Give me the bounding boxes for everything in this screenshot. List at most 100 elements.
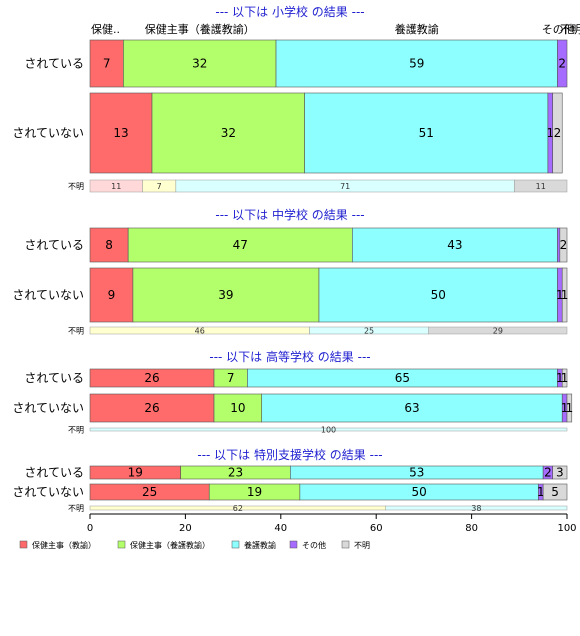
unknown-bar-segment <box>428 326 568 335</box>
value-label: 50 <box>411 485 426 499</box>
legend-label: 不明 <box>354 541 370 550</box>
x-tick-label: 40 <box>274 523 287 534</box>
value-label: 19 <box>247 485 262 499</box>
value-label: 10 <box>230 401 245 415</box>
unknown-value-label: 25 <box>364 327 374 336</box>
value-label: 65 <box>395 371 410 385</box>
bar-segment <box>557 39 568 88</box>
legend-swatch <box>341 540 350 549</box>
legend-label: 保健主事（養護教諭） <box>130 540 210 550</box>
unknown-bar-segment <box>514 179 568 193</box>
bar-segment <box>132 267 320 323</box>
value-label: 32 <box>221 126 236 140</box>
unknown-row-label: 不明 <box>68 327 84 336</box>
section-title: --- 以下は 小学校 の結果 --- <box>215 4 364 19</box>
value-label: 53 <box>409 466 424 480</box>
value-label: 39 <box>218 288 233 302</box>
row-label: されていない <box>12 401 84 415</box>
section-title: --- 以下は 中学校 の結果 --- <box>215 207 364 222</box>
row-label: されている <box>24 57 84 71</box>
value-label: 1 <box>561 371 569 385</box>
value-label: 47 <box>233 238 248 252</box>
row-label: されている <box>24 371 84 385</box>
unknown-value-label: 100 <box>321 426 336 435</box>
unknown-value-label: 11 <box>536 182 546 191</box>
legend-swatch <box>117 540 126 549</box>
value-label: 1 <box>546 126 554 140</box>
bar-segment <box>261 393 563 423</box>
value-label: 8 <box>105 238 113 252</box>
unknown-value-label: 38 <box>471 504 481 513</box>
bar-segment <box>561 267 568 323</box>
bar-segment <box>561 368 568 388</box>
value-label: 26 <box>144 401 159 415</box>
unknown-value-label: 46 <box>195 327 205 336</box>
unknown-bar-segment <box>89 427 568 432</box>
bar-segment <box>123 39 277 88</box>
row-label: されていない <box>12 126 84 140</box>
bar-segment <box>552 465 568 480</box>
value-label: 43 <box>447 238 462 252</box>
bar-segment <box>559 227 568 263</box>
row-label: されている <box>24 466 84 480</box>
bar-segment <box>89 393 215 423</box>
legend-label: 養護教諭 <box>244 540 276 550</box>
value-label: 9 <box>108 288 116 302</box>
value-label: 2 <box>558 57 566 71</box>
value-label: 59 <box>409 57 424 71</box>
unknown-value-label: 62 <box>233 504 243 513</box>
bar-segment <box>552 92 563 174</box>
legend-label: 保健主事（教諭） <box>32 540 96 550</box>
x-tick-label: 20 <box>179 523 192 534</box>
legend-swatch <box>19 540 28 549</box>
value-label: 51 <box>419 126 434 140</box>
bar-segment <box>89 92 153 174</box>
value-label: 3 <box>556 466 564 480</box>
section-title: --- 以下は 高等学校 の結果 --- <box>209 349 370 364</box>
legend-swatch <box>231 540 240 549</box>
top-category-label: 不明 <box>560 23 580 36</box>
row-label: されている <box>24 238 84 252</box>
value-label: 2 <box>544 466 552 480</box>
x-tick-label: 100 <box>557 523 576 534</box>
x-tick-label: 0 <box>87 523 93 534</box>
unknown-row-label: 不明 <box>68 182 84 191</box>
value-label: 1 <box>561 401 569 415</box>
legend-label: その他 <box>302 540 326 550</box>
bar-segment <box>213 393 263 423</box>
value-label: 26 <box>144 371 159 385</box>
row-label: されていない <box>12 485 84 499</box>
value-label: 5 <box>551 485 559 499</box>
value-label: 32 <box>192 57 207 71</box>
top-category-label: その他 <box>542 23 575 36</box>
value-label: 23 <box>228 466 243 480</box>
bar-segment <box>89 267 134 323</box>
value-label: 1 <box>561 288 569 302</box>
value-label: 1 <box>556 288 564 302</box>
bar-segment <box>151 92 305 174</box>
value-label: 7 <box>103 57 111 71</box>
value-label: 63 <box>404 401 419 415</box>
bar-segment <box>318 267 558 323</box>
bar-segment <box>352 227 558 263</box>
bar-segment <box>127 227 353 263</box>
value-label: 1 <box>566 401 574 415</box>
bar-segment <box>542 483 568 501</box>
value-label: 2 <box>560 238 568 252</box>
value-label: 25 <box>142 485 157 499</box>
top-category-label: 養護教諭 <box>395 22 439 36</box>
unknown-value-label: 71 <box>340 182 350 191</box>
value-label: 7 <box>227 371 235 385</box>
x-tick-label: 60 <box>370 523 383 534</box>
unknown-value-label: 7 <box>157 182 162 191</box>
value-label: 1 <box>537 485 545 499</box>
unknown-row-label: 不明 <box>68 504 84 513</box>
value-label: 2 <box>554 126 562 140</box>
unknown-row-label: 不明 <box>68 426 84 435</box>
unknown-bar-segment <box>385 505 568 511</box>
top-category-label: 保健主事（養護教諭） <box>145 22 255 36</box>
bar-segment <box>89 227 129 263</box>
section-title: --- 以下は 特別支援学校 の結果 --- <box>197 447 382 462</box>
value-label: 1 <box>556 371 564 385</box>
